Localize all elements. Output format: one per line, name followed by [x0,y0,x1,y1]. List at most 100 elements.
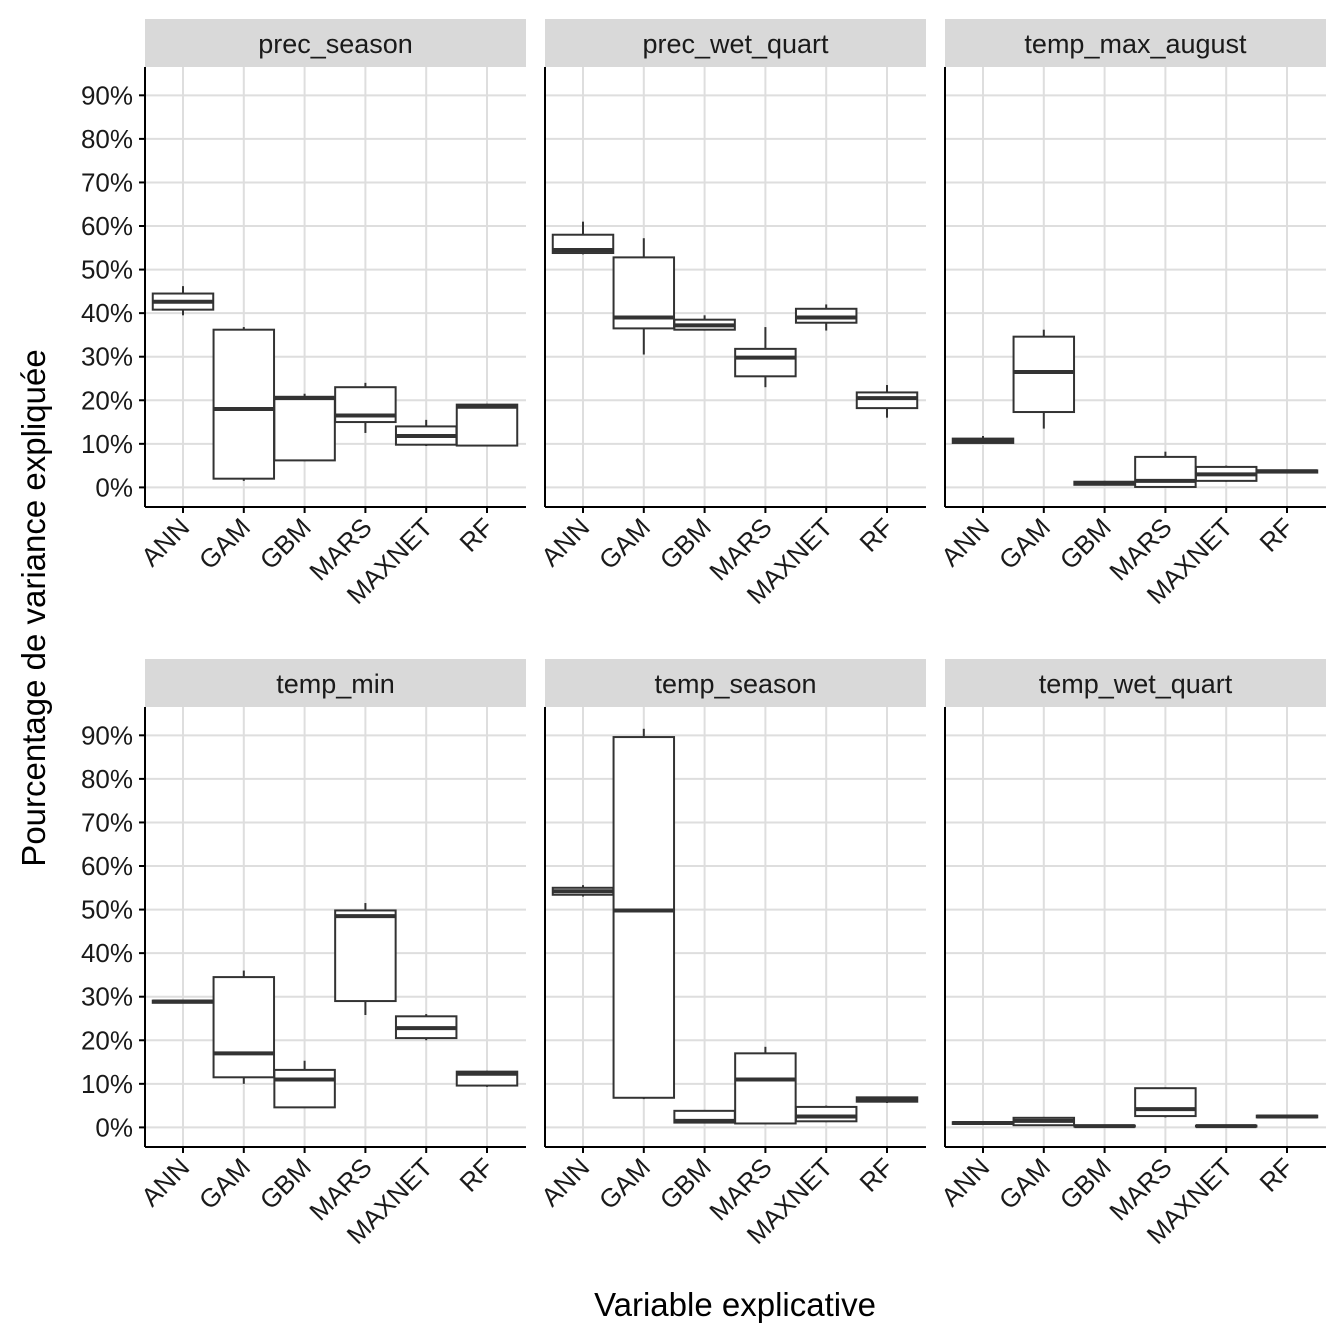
box-iqr [855,391,919,410]
x-tick-label: ANN [935,512,995,572]
x-tick-label: GAM [993,1152,1056,1215]
facet-strip-label: temp_wet_quart [1039,669,1233,699]
facet-strip [145,659,526,707]
facet-strip [545,659,926,707]
box-maxnet [394,419,458,447]
box-maxnet [394,1014,458,1041]
box-maxnet [1194,465,1258,482]
facet-temp-min: temp_min 0% 10% 20% 30% 40% 50% 60% 70% 80% 90% ANN… [81,659,526,1250]
box-iqr [334,909,397,1003]
facet-strip-label: temp_min [276,669,395,699]
box-rf [1255,1114,1319,1119]
y-tick-label: 80% [81,764,133,794]
box-mars [1134,451,1197,488]
y-tick-label: 90% [81,80,133,110]
box-maxnet [1194,1124,1258,1129]
y-tick-label: 30% [81,342,133,372]
box-rf [855,385,919,418]
box-mars [334,903,397,1015]
y-tick-label: 60% [81,211,133,241]
x-tick-label: ANN [935,1152,995,1212]
box-ann [951,435,1015,444]
box-rf [855,1096,919,1103]
y-tick-label: 50% [81,895,133,925]
y-tick-label: 40% [81,938,133,968]
box-iqr [1134,1087,1197,1118]
x-tick-label: RF [854,1152,900,1198]
box-ann [551,885,615,897]
box-rf [455,403,519,447]
box-gam [1012,1116,1076,1127]
box-rf [1255,469,1319,474]
y-tick-label: 0% [95,472,133,502]
box-ann [151,286,215,316]
facet-strip-label: prec_season [258,29,413,59]
y-tick-label: 30% [81,982,133,1012]
x-tick-label: ANN [135,512,195,572]
x-tick-label: GAM [593,1152,656,1215]
x-tick-label: GAM [993,512,1056,575]
x-tick-label: RF [854,512,900,558]
facet-strip [545,19,926,67]
y-tick-label: 20% [81,1025,133,1055]
x-tick-label: RF [454,1152,500,1198]
facet-strip [945,19,1326,67]
x-tick-label: GAM [593,512,656,575]
box-gam [212,970,276,1084]
box-ann [551,221,615,255]
box-gbm [273,393,336,462]
y-tick-label: 10% [81,1069,133,1099]
box-gam [1012,329,1076,429]
y-tick-label: 80% [81,124,133,154]
box-gbm [673,1109,736,1124]
box-iqr [212,328,276,480]
box-gam [212,327,276,481]
x-axis-title: Variable explicative [594,1286,876,1323]
x-tick-label: GAM [193,512,256,575]
box-iqr [794,1105,858,1123]
box-ann [951,1121,1015,1126]
box-iqr [455,403,519,447]
box-maxnet [794,1105,858,1123]
y-tick-label: 0% [95,1112,133,1142]
box-iqr [612,736,676,1099]
x-tick-label: RF [1254,1152,1300,1198]
y-tick-label: 70% [81,167,133,197]
y-tick-label: 90% [81,720,133,750]
box-rf [455,1070,519,1087]
x-tick-label: ANN [535,512,595,572]
box-gam [612,238,676,355]
box-iqr [1012,335,1076,414]
facet-strip-label: temp_max_august [1024,29,1247,59]
box-maxnet [794,304,858,331]
facet-strip [945,659,1326,707]
x-tick-label: ANN [135,1152,195,1212]
box-gbm [1073,1124,1136,1129]
box-iqr [734,347,797,378]
y-tick-label: 60% [81,851,133,881]
y-tick-label: 70% [81,807,133,837]
box-mars [1134,1087,1197,1118]
x-tick-label: RF [454,512,500,558]
y-tick-label: 20% [81,385,133,415]
x-tick-label: RF [1254,512,1300,558]
facet-strip-label: temp_season [654,669,816,699]
box-gbm [273,1060,336,1109]
x-tick-label: GAM [193,1152,256,1215]
box-mars [734,1046,797,1125]
box-iqr [212,976,276,1079]
box-iqr [273,1068,336,1109]
facet-prec-season: prec_season 0% 10% 20% 30% 40% 50% 60% 70% 80% 90%… [81,19,526,610]
x-tick-label: ANN [535,1152,595,1212]
box-iqr [273,395,336,462]
y-axis-title: Pourcentage de variance expliquée [15,349,52,866]
facet-strip [145,19,526,67]
box-mars [734,327,797,388]
box-ann [151,999,215,1004]
box-mars [334,382,397,433]
y-tick-label: 40% [81,298,133,328]
